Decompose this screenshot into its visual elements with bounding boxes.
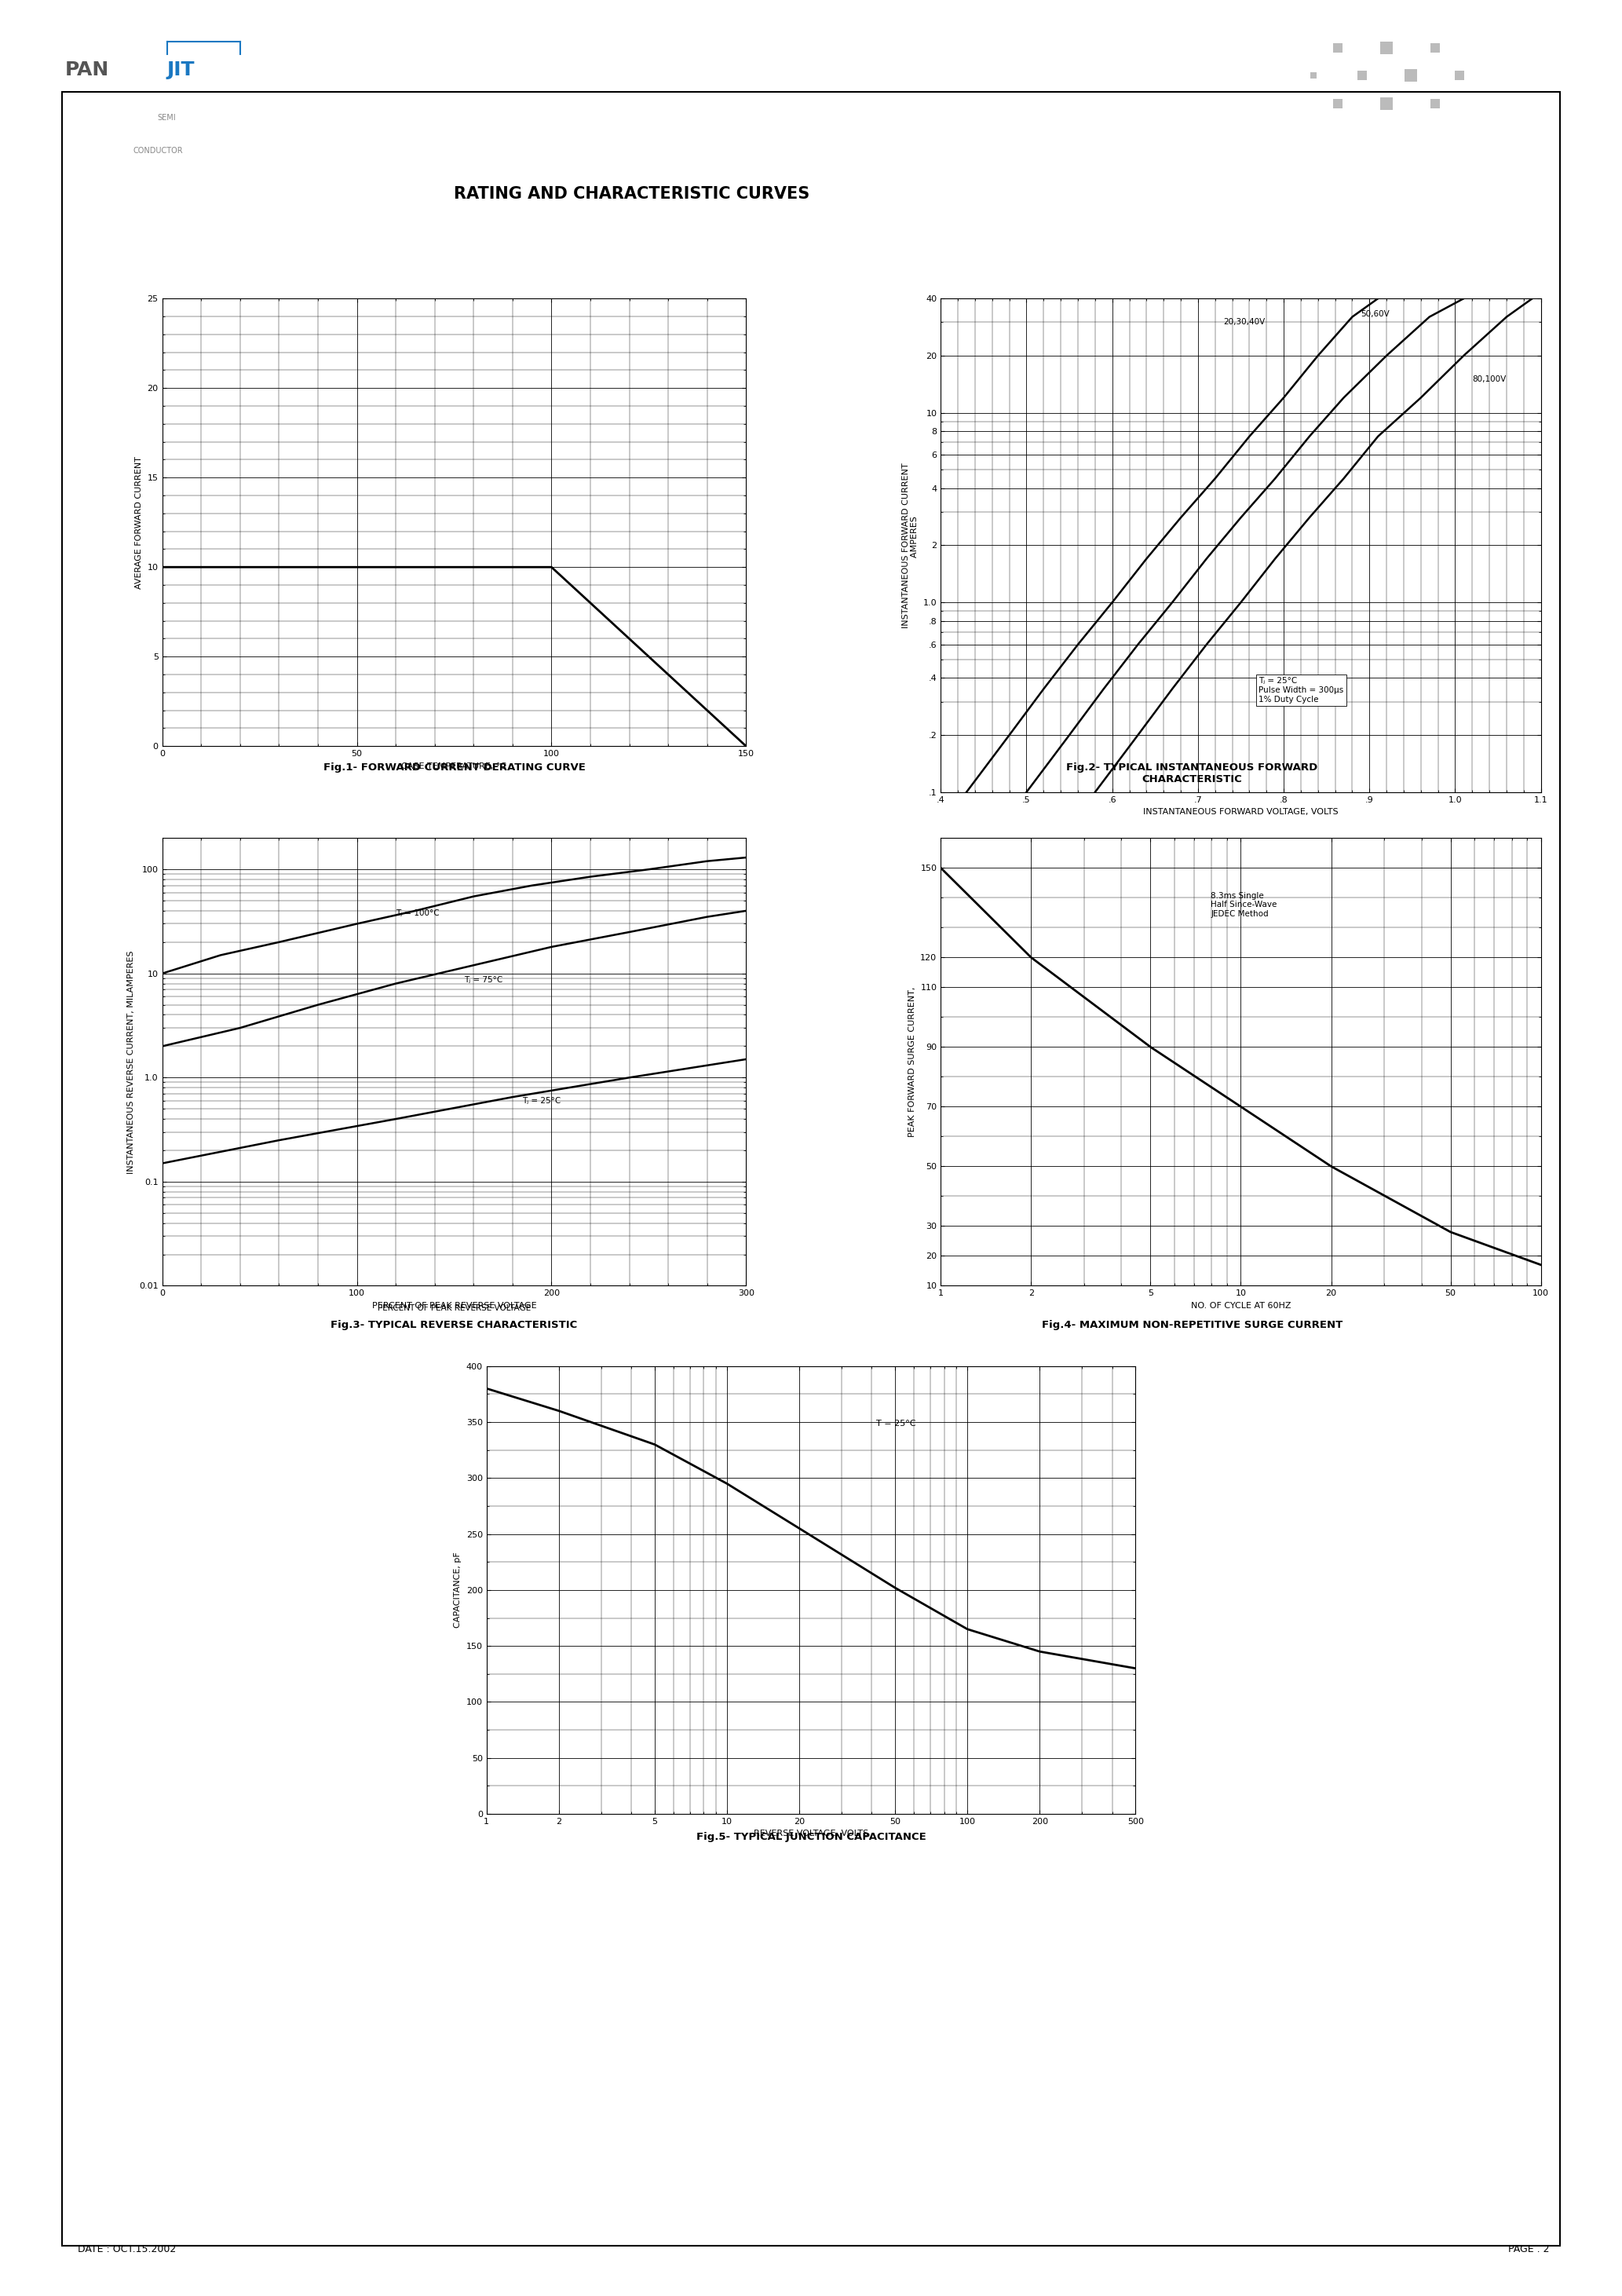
Y-axis label: AVERAGE FORWARD CURRENT: AVERAGE FORWARD CURRENT — [135, 457, 143, 588]
Text: 8.3ms Single
Half Since-Wave
JEDEC Method: 8.3ms Single Half Since-Wave JEDEC Metho… — [1210, 891, 1277, 918]
Text: Tⱼ = 25°C
Pulse Width = 300μs
1% Duty Cycle: Tⱼ = 25°C Pulse Width = 300μs 1% Duty Cy… — [1259, 677, 1343, 703]
Text: Fig.1- FORWARD CURRENT DERATING CURVE: Fig.1- FORWARD CURRENT DERATING CURVE — [323, 762, 586, 771]
Text: Tⱼ = 75°C: Tⱼ = 75°C — [464, 976, 503, 983]
X-axis label: INSTANTANEOUS FORWARD VOLTAGE, VOLTS: INSTANTANEOUS FORWARD VOLTAGE, VOLTS — [1144, 808, 1338, 815]
Y-axis label: INSTANTANEOUS REVERSE CURRENT, MILAMPERES: INSTANTANEOUS REVERSE CURRENT, MILAMPERE… — [127, 951, 135, 1173]
Text: DATE : OCT.15.2002: DATE : OCT.15.2002 — [78, 2245, 177, 2255]
Text: Fig.2- TYPICAL INSTANTANEOUS FORWARD
CHARACTERISTIC: Fig.2- TYPICAL INSTANTANEOUS FORWARD CHA… — [1066, 762, 1319, 785]
Text: T = 25°C: T = 25°C — [876, 1419, 915, 1428]
Text: Fig.5- TYPICAL JUNCTION CAPACITANCE: Fig.5- TYPICAL JUNCTION CAPACITANCE — [696, 1832, 926, 1841]
Y-axis label: CAPACITANCE, pF: CAPACITANCE, pF — [454, 1552, 462, 1628]
Y-axis label: PEAK FORWARD SURGE CURRENT,: PEAK FORWARD SURGE CURRENT, — [908, 987, 916, 1137]
Y-axis label: INSTANTANEOUS FORWARD CURRENT
      AMPERES: INSTANTANEOUS FORWARD CURRENT AMPERES — [902, 461, 918, 629]
Text: JIT: JIT — [167, 60, 195, 80]
Text: Fig.3- TYPICAL REVERSE CHARACTERISTIC: Fig.3- TYPICAL REVERSE CHARACTERISTIC — [331, 1320, 577, 1329]
Text: PERCENT OF PEAK REVERSE VOLTAGE: PERCENT OF PEAK REVERSE VOLTAGE — [378, 1304, 530, 1311]
X-axis label: CASE TEMPERATURE, °C: CASE TEMPERATURE, °C — [402, 762, 506, 769]
Text: RATING AND CHARACTERISTIC CURVES: RATING AND CHARACTERISTIC CURVES — [454, 186, 809, 202]
Text: Fig.4- MAXIMUM NON-REPETITIVE SURGE CURRENT: Fig.4- MAXIMUM NON-REPETITIVE SURGE CURR… — [1041, 1320, 1343, 1329]
Text: CONDUCTOR: CONDUCTOR — [133, 147, 183, 154]
X-axis label: REVERSE VOLTAGE, VOLTS: REVERSE VOLTAGE, VOLTS — [754, 1830, 868, 1837]
Text: Tⱼ = 100°C: Tⱼ = 100°C — [396, 909, 440, 916]
X-axis label: PERCENT OF PEAK REVERSE VOLTAGE: PERCENT OF PEAK REVERSE VOLTAGE — [371, 1302, 537, 1309]
Text: 80,100V: 80,100V — [1473, 374, 1507, 383]
Text: PAN: PAN — [65, 60, 109, 80]
Text: 50,60V: 50,60V — [1361, 310, 1390, 319]
Text: Tⱼ = 25°C: Tⱼ = 25°C — [522, 1097, 561, 1104]
Text: PAGE . 2: PAGE . 2 — [1508, 2245, 1549, 2255]
Text: SEMI: SEMI — [157, 115, 175, 122]
Text: 20,30,40V: 20,30,40V — [1223, 319, 1265, 326]
X-axis label: NO. OF CYCLE AT 60HZ: NO. OF CYCLE AT 60HZ — [1191, 1302, 1291, 1309]
